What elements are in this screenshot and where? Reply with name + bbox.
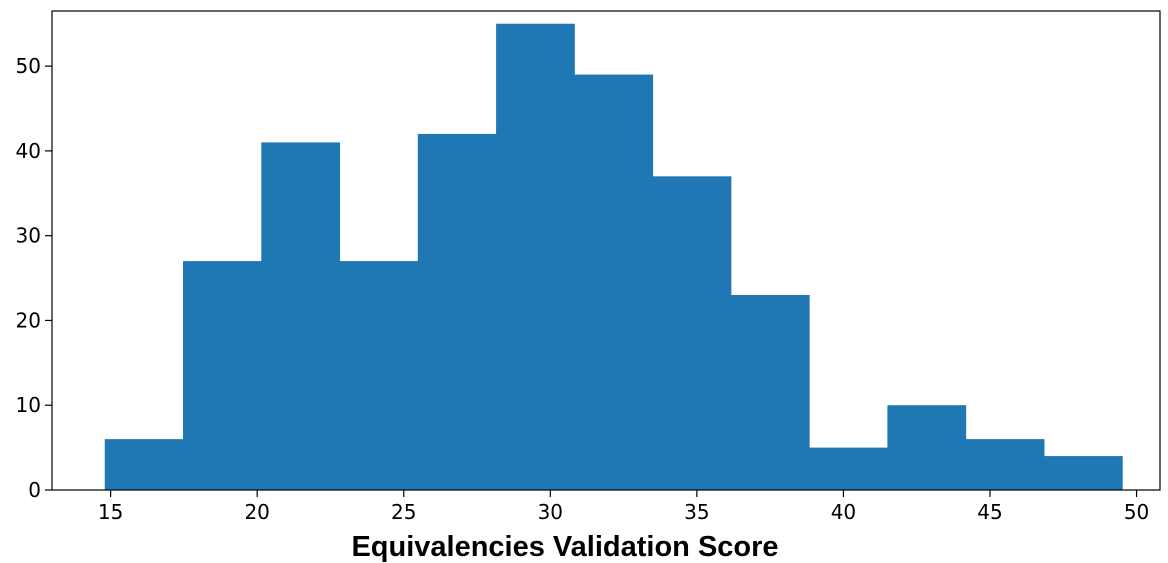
x-tick-label: 35 [684, 500, 709, 524]
histogram-bar [104, 439, 184, 490]
histogram-bar [652, 176, 732, 490]
y-axis-ticks: 0 10 20 30 40 50 [16, 54, 52, 502]
x-tick-label: 15 [98, 500, 123, 524]
histogram-bar [339, 261, 419, 490]
x-tick-label: 50 [1124, 500, 1149, 524]
bars-group [104, 23, 1123, 490]
histogram-bar [1043, 456, 1123, 490]
x-tick-label: 25 [391, 500, 416, 524]
y-tick-label: 50 [16, 54, 41, 78]
histogram-bar [730, 295, 810, 490]
plot-frame [51, 10, 1161, 491]
histogram-bar [574, 74, 654, 490]
histogram-bar [183, 261, 262, 490]
histogram-bar [496, 23, 575, 490]
y-tick-label: 30 [16, 224, 41, 248]
y-tick-label: 40 [16, 139, 41, 163]
x-tick-label: 20 [244, 500, 269, 524]
histogram-bar [261, 142, 341, 490]
histogram-bar [887, 405, 967, 490]
histogram-bar [809, 447, 888, 490]
y-tick-label: 20 [16, 308, 41, 332]
histogram-bar [965, 439, 1045, 490]
y-tick-label: 10 [16, 393, 41, 417]
x-tick-label: 45 [977, 500, 1002, 524]
histogram-bar [417, 133, 497, 490]
x-axis-title: Equivalencies Validation Score [351, 531, 778, 563]
x-tick-label: 40 [831, 500, 856, 524]
y-tick-label: 0 [28, 478, 41, 502]
x-tick-label: 30 [538, 500, 563, 524]
x-axis-ticks: 15 20 25 30 35 40 45 50 [98, 490, 1149, 524]
